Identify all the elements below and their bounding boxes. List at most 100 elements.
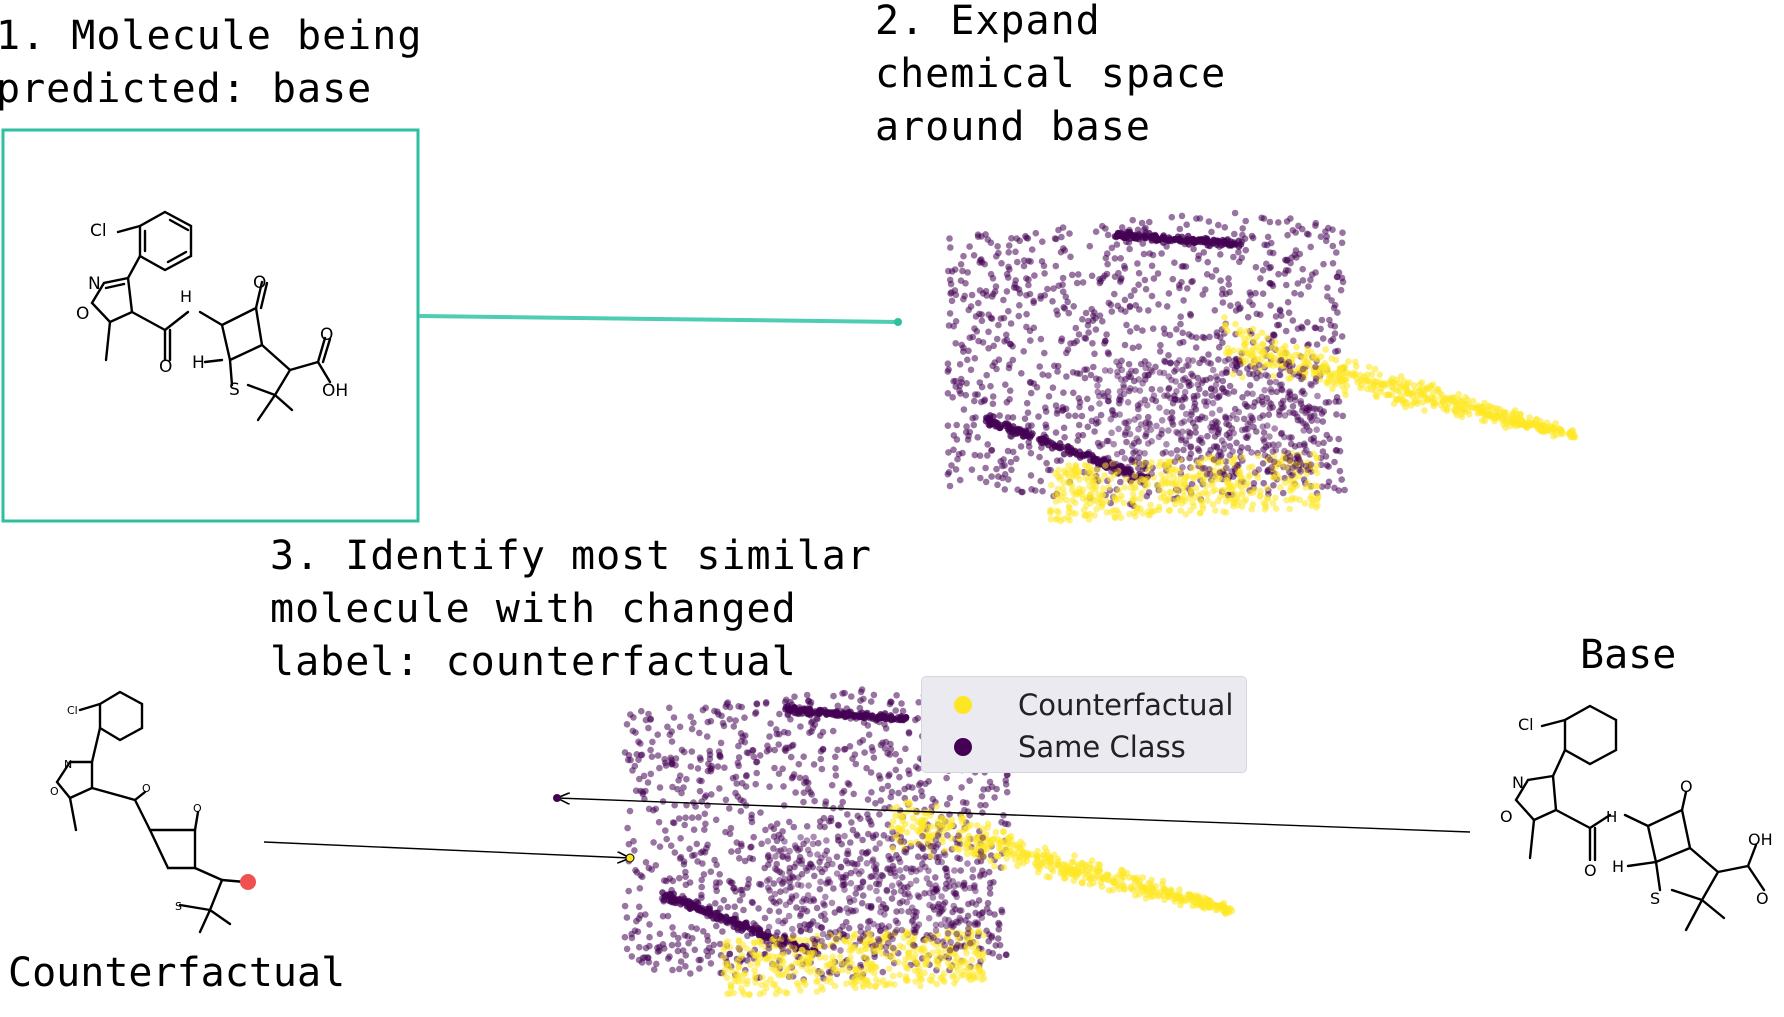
scatter-point <box>1245 473 1252 481</box>
scatter-point <box>1057 865 1065 873</box>
scatter-point <box>1241 498 1248 505</box>
scatter-point <box>750 920 757 927</box>
scatter-point <box>1302 462 1310 470</box>
scatter-point <box>1002 381 1009 389</box>
scatter-point <box>1310 434 1318 442</box>
scatter-point <box>1370 380 1378 387</box>
scatter-point <box>716 752 723 760</box>
scatter-point <box>1029 851 1036 858</box>
scatter-point <box>1288 494 1296 502</box>
scatter-point <box>1289 403 1297 410</box>
scatter-point <box>990 290 997 298</box>
scatter-point <box>879 968 887 976</box>
scatter-point <box>988 447 995 454</box>
scatter-point <box>1220 388 1228 396</box>
scatter-point <box>776 987 784 995</box>
scatter-point <box>974 391 981 398</box>
scatter-point <box>927 852 935 860</box>
scatter-point <box>635 756 642 763</box>
scatter-point <box>757 809 764 816</box>
scatter-point <box>1221 314 1228 321</box>
scatter-point <box>1244 390 1251 397</box>
scatter-point <box>1257 487 1264 495</box>
scatter-point <box>1239 231 1246 239</box>
scatter-point <box>1005 476 1012 483</box>
scatter-point <box>1141 459 1148 466</box>
scatter-point <box>1377 388 1384 396</box>
scatter-point <box>884 782 892 790</box>
scatter-point <box>626 807 634 815</box>
scatter-point <box>792 951 799 958</box>
scatter-point <box>872 865 880 873</box>
scatter-point <box>830 885 837 892</box>
scatter-point <box>752 979 759 986</box>
scatter-point <box>753 758 761 766</box>
scatter-point <box>1336 467 1344 475</box>
scatter-point <box>766 746 773 753</box>
scatter-point <box>1075 271 1082 278</box>
scatter-point <box>1086 483 1093 490</box>
scatter-point <box>1428 394 1436 402</box>
scatter-point <box>1057 457 1064 464</box>
scatter-point <box>789 773 797 781</box>
scatter-point <box>1124 424 1131 432</box>
scatter-point <box>869 747 876 754</box>
scatter-point <box>1219 384 1226 392</box>
scatter-point <box>1135 413 1142 421</box>
scatter-point <box>1227 302 1234 310</box>
scatter-point <box>1134 260 1141 267</box>
scatter-point <box>918 826 925 834</box>
scatter-point <box>720 896 728 904</box>
scatter-point <box>1291 483 1298 490</box>
scatter-point <box>1331 484 1338 492</box>
scatter-point <box>954 845 961 852</box>
scatter-point <box>1168 376 1175 384</box>
scatter-point <box>1352 363 1360 370</box>
scatter-point <box>696 777 703 784</box>
scatter-point <box>819 746 827 753</box>
scatter-point <box>832 772 840 779</box>
scatter-point <box>1111 290 1118 298</box>
scatter-point <box>998 906 1005 914</box>
scatter-point <box>989 950 997 957</box>
scatter-point <box>993 420 1000 427</box>
scatter-point <box>1292 351 1299 359</box>
scatter-point <box>1280 433 1288 441</box>
scatter-point <box>1189 419 1197 427</box>
scatter-point <box>1117 478 1124 486</box>
scatter-point <box>807 920 815 928</box>
scatter-point <box>915 781 923 789</box>
scatter-point <box>1148 470 1155 477</box>
scatter-point <box>679 947 687 954</box>
scatter-point <box>692 803 699 810</box>
scatter-point <box>806 860 814 868</box>
scatter-point <box>1162 448 1169 456</box>
scatter-point <box>1049 384 1057 392</box>
scatter-point <box>694 765 702 772</box>
scatter-point <box>1498 416 1506 424</box>
scatter-point <box>1303 446 1310 454</box>
scatter-point <box>1288 450 1296 457</box>
scatter-point <box>1145 511 1152 519</box>
scatter-point <box>1110 440 1117 448</box>
scatter-point <box>803 823 811 830</box>
scatter-point <box>1543 427 1550 435</box>
scatter-point <box>1179 329 1186 337</box>
scatter-point <box>784 855 792 862</box>
scatter-point <box>1023 399 1031 407</box>
scatter-point <box>946 482 954 490</box>
scatter-point <box>645 710 652 718</box>
scatter-point <box>1214 497 1222 505</box>
scatter-point <box>1223 464 1230 472</box>
scatter-point <box>1107 475 1114 483</box>
scatter-point <box>688 748 696 755</box>
scatter-point <box>1236 258 1243 266</box>
scatter-point <box>1121 470 1128 478</box>
scatter-point <box>1243 339 1250 347</box>
scatter-point <box>1025 281 1032 289</box>
scatter-point <box>1160 489 1168 497</box>
scatter-point <box>1054 311 1061 318</box>
scatter-point <box>1201 414 1209 422</box>
scatter-point <box>1114 372 1121 380</box>
scatter-point <box>915 699 922 706</box>
